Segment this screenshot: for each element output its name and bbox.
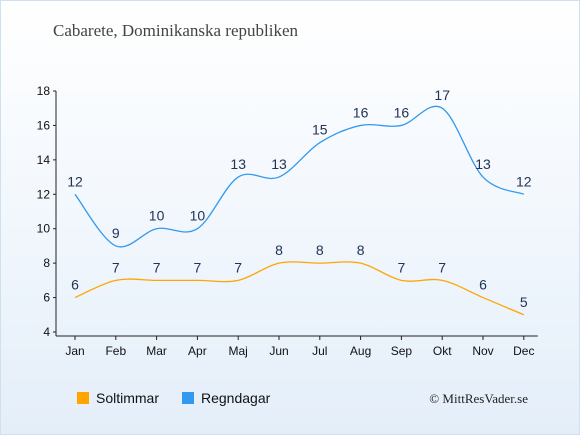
x-tick-label: Dec	[513, 344, 534, 358]
data-label-soltimmar: 7	[194, 259, 202, 275]
legend-item-soltimmar: Soltimmar	[77, 390, 159, 406]
x-tick-label: Mar	[146, 344, 167, 358]
data-label-soltimmar: 7	[112, 259, 120, 275]
x-tick-label: Jun	[269, 344, 288, 358]
legend-label-soltimmar: Soltimmar	[96, 390, 160, 406]
data-label-regndagar: 13	[475, 156, 491, 172]
y-tick-label: 14	[37, 153, 51, 167]
data-label-regndagar: 12	[516, 173, 532, 189]
copyright-text: © MittResVader.se	[429, 391, 528, 406]
data-labels: 6 7 7 7 7 8 8 8 7 7 6 5 12 9 10 10 13 13 15 16 16 17 13 12	[67, 87, 532, 310]
data-label-regndagar: 13	[230, 156, 246, 172]
data-label-regndagar: 16	[394, 104, 410, 120]
data-label-soltimmar: 6	[71, 277, 79, 293]
data-label-regndagar: 16	[353, 104, 369, 120]
data-label-regndagar: 15	[312, 122, 328, 138]
data-label-soltimmar: 7	[398, 259, 406, 275]
legend-swatch-regndagar	[182, 392, 194, 404]
data-label-regndagar: 10	[149, 208, 165, 224]
data-label-regndagar: 10	[190, 208, 206, 224]
series-line-soltimmar	[74, 261, 525, 316]
data-label-soltimmar: 7	[153, 259, 161, 275]
y-tick-label: 6	[43, 291, 50, 305]
data-label-soltimmar: 8	[316, 242, 324, 258]
series-line-regndagar	[74, 105, 525, 248]
x-tick-label: Maj	[229, 344, 248, 358]
x-tick-label: Okt	[433, 344, 452, 358]
data-label-soltimmar: 7	[438, 259, 446, 275]
axes: 4 6 8 10 12 14 16 18 Jan Feb Mar Apr Maj Jun Jul Aug Sep…	[37, 84, 538, 358]
data-label-regndagar: 12	[67, 173, 83, 189]
data-label-soltimmar: 7	[234, 259, 242, 275]
x-tick-label: Apr	[188, 344, 207, 358]
y-tick-label: 18	[37, 84, 51, 98]
chart-title: Cabarete, Dominikanska republiken	[53, 21, 299, 40]
data-label-soltimmar: 8	[275, 242, 283, 258]
data-label-regndagar: 17	[434, 87, 450, 103]
data-label-soltimmar: 8	[357, 242, 365, 258]
data-label-soltimmar: 6	[479, 277, 487, 293]
x-tick-label: Aug	[350, 344, 371, 358]
data-label-soltimmar: 5	[520, 294, 528, 310]
y-tick-label: 10	[37, 222, 51, 236]
series-lines	[74, 105, 525, 316]
x-tick-label: Feb	[105, 344, 126, 358]
data-label-regndagar: 13	[271, 156, 287, 172]
x-tick-label: Sep	[391, 344, 413, 358]
x-tick-label: Jan	[65, 344, 84, 358]
data-label-regndagar: 9	[112, 225, 120, 241]
x-tick-label: Jul	[312, 344, 327, 358]
y-tick-label: 8	[43, 256, 50, 270]
y-tick-label: 12	[37, 187, 51, 201]
y-tick-label: 4	[43, 325, 50, 339]
legend-swatch-soltimmar	[77, 392, 89, 404]
legend-item-regndagar: Regndagar	[182, 390, 270, 406]
x-tick-label: Nov	[472, 344, 493, 358]
y-tick-label: 16	[37, 118, 51, 132]
legend-label-regndagar: Regndagar	[201, 390, 271, 406]
